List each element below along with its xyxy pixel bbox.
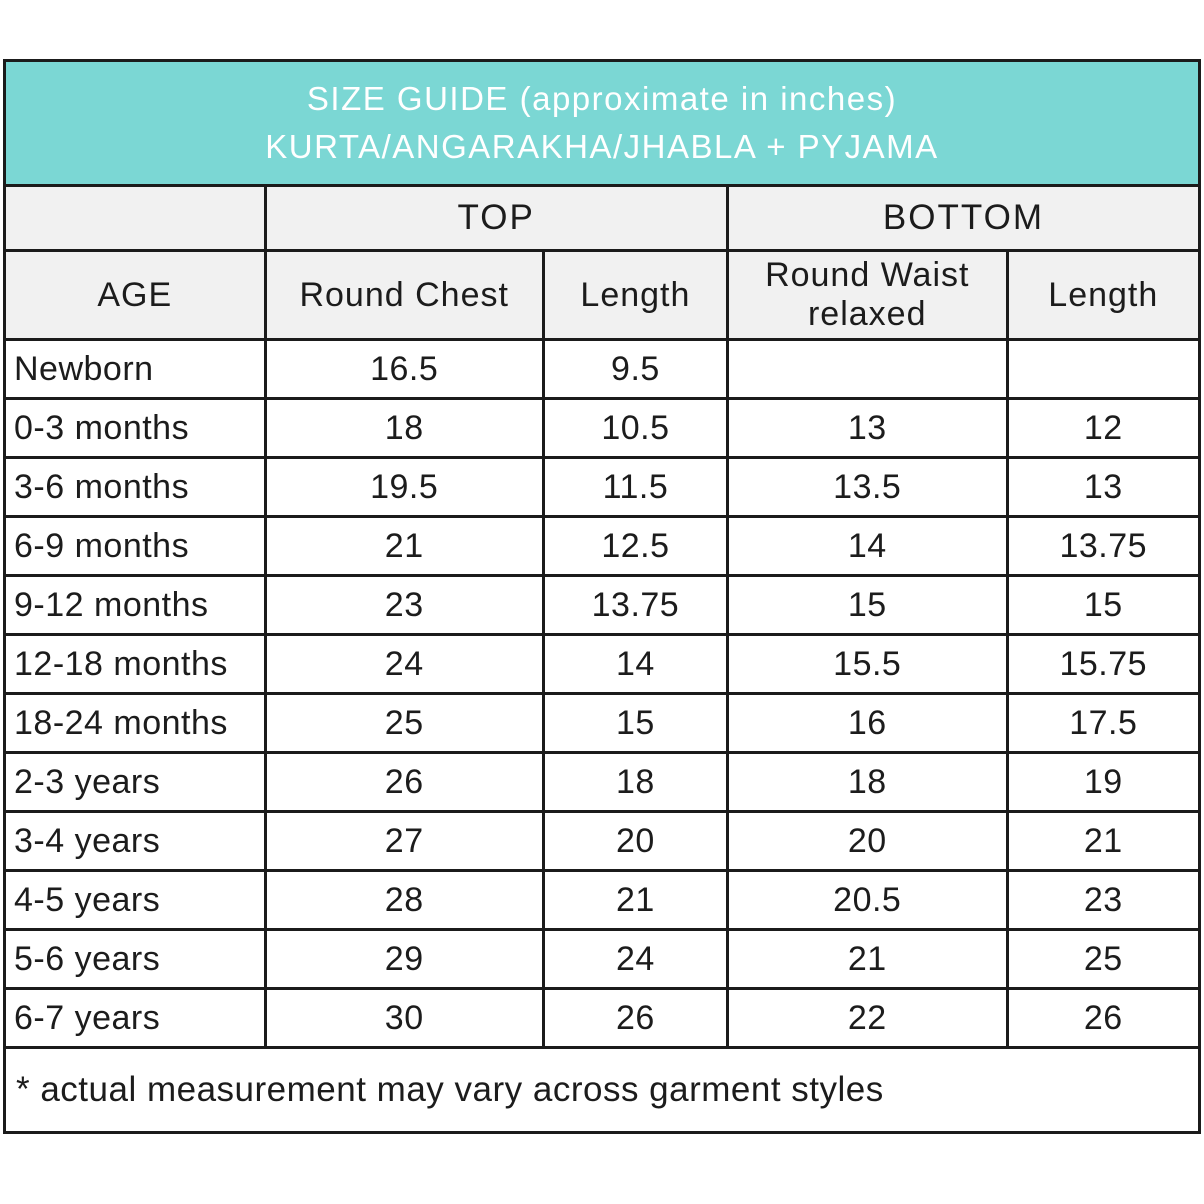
age-cell: 5-6 years (3, 928, 267, 991)
value-cell: 29 (263, 928, 545, 991)
table-row: 6-9 months 21 12.5 14 13.75 (3, 515, 1202, 578)
value-cell: 27 (263, 810, 545, 873)
value-cell: 16.5 (263, 338, 545, 401)
column-header-bottom-length: Length (1005, 248, 1202, 342)
value-cell: 21 (263, 515, 545, 578)
value-cell: 24 (263, 633, 545, 696)
table-title: SIZE GUIDE (approximate in inches) KURTA… (3, 59, 1201, 187)
value-cell: 14 (725, 515, 1009, 578)
column-header-row: AGE Round Chest Length Round Waist relax… (3, 248, 1202, 342)
table-row: 5-6 years 29 24 21 25 (3, 928, 1202, 991)
value-cell: 10.5 (541, 397, 729, 460)
value-cell: 21 (1005, 810, 1202, 873)
value-cell: 23 (1005, 869, 1202, 932)
age-cell: 9-12 months (3, 574, 267, 637)
table-row: 0-3 months 18 10.5 13 12 (3, 397, 1202, 460)
value-cell: 12.5 (541, 515, 729, 578)
group-header-row: TOP BOTTOM (3, 184, 1202, 252)
age-cell: 3-6 months (3, 456, 267, 519)
value-cell: 13 (725, 397, 1009, 460)
value-cell: 28 (263, 869, 545, 932)
table-row: 18-24 months 25 15 16 17.5 (3, 692, 1202, 755)
value-cell: 17.5 (1005, 692, 1202, 755)
table-row: 3-6 months 19.5 11.5 13.5 13 (3, 456, 1202, 519)
value-cell: 22 (725, 987, 1009, 1050)
column-header-round-chest: Round Chest (263, 248, 545, 342)
value-cell: 15 (725, 574, 1009, 637)
age-cell: 2-3 years (3, 751, 267, 814)
value-cell: 19 (1005, 751, 1202, 814)
title-row: SIZE GUIDE (approximate in inches) KURTA… (3, 59, 1201, 187)
age-cell: 4-5 years (3, 869, 267, 932)
value-cell: 20.5 (725, 869, 1009, 932)
value-cell: 19.5 (263, 456, 545, 519)
value-cell: 15 (1005, 574, 1202, 637)
value-cell: 9.5 (541, 338, 729, 401)
value-cell: 13.5 (725, 456, 1009, 519)
table-row: 4-5 years 28 21 20.5 23 (3, 869, 1202, 932)
value-cell: 15.5 (725, 633, 1009, 696)
value-cell: 18 (725, 751, 1009, 814)
age-cell: 12-18 months (3, 633, 267, 696)
age-cell: 6-9 months (3, 515, 267, 578)
footnote: * actual measurement may vary across gar… (3, 1046, 1201, 1135)
age-cell: 0-3 months (3, 397, 267, 460)
age-cell: 6-7 years (3, 987, 267, 1050)
age-cell: 18-24 months (3, 692, 267, 755)
value-cell: 13.75 (1005, 515, 1202, 578)
age-cell: Newborn (3, 338, 267, 401)
value-cell: 18 (263, 397, 545, 460)
value-cell: 26 (263, 751, 545, 814)
column-header-round-waist: Round Waist relaxed (725, 248, 1009, 342)
value-cell: 13.75 (541, 574, 729, 637)
table-row: 9-12 months 23 13.75 15 15 (3, 574, 1202, 637)
value-cell: 15.75 (1005, 633, 1202, 696)
value-cell (1005, 338, 1202, 401)
value-cell: 20 (725, 810, 1009, 873)
group-header-empty (3, 184, 267, 252)
value-cell: 25 (263, 692, 545, 755)
value-cell: 12 (1005, 397, 1202, 460)
title-line-2: KURTA/ANGARAKHA/JHABLA + PYJAMA (265, 128, 939, 165)
table-row: 3-4 years 27 20 20 21 (3, 810, 1202, 873)
value-cell: 26 (1005, 987, 1202, 1050)
column-header-top-length: Length (541, 248, 729, 342)
age-cell: 3-4 years (3, 810, 267, 873)
value-cell (725, 338, 1009, 401)
footnote-row: * actual measurement may vary across gar… (3, 1046, 1201, 1135)
table-row: 12-18 months 24 14 15.5 15.75 (3, 633, 1202, 696)
value-cell: 23 (263, 574, 545, 637)
size-guide-table: SIZE GUIDE (approximate in inches) KURTA… (3, 59, 1202, 1135)
value-cell: 21 (541, 869, 729, 932)
value-cell: 26 (541, 987, 729, 1050)
value-cell: 14 (541, 633, 729, 696)
value-cell: 24 (541, 928, 729, 991)
value-cell: 20 (541, 810, 729, 873)
value-cell: 30 (263, 987, 545, 1050)
title-line-1: SIZE GUIDE (approximate in inches) (306, 80, 898, 118)
value-cell: 15 (541, 692, 729, 755)
table-row: Newborn 16.5 9.5 (3, 338, 1202, 401)
table-row: 6-7 years 30 26 22 26 (3, 987, 1202, 1050)
table-row: 2-3 years 26 18 18 19 (3, 751, 1202, 814)
value-cell: 25 (1005, 928, 1202, 991)
value-cell: 11.5 (541, 456, 729, 519)
column-header-age: AGE (3, 248, 267, 342)
value-cell: 18 (541, 751, 729, 814)
value-cell: 16 (725, 692, 1009, 755)
value-cell: 13 (1005, 456, 1202, 519)
group-header-bottom: BOTTOM (725, 184, 1202, 252)
group-header-top: TOP (263, 184, 729, 252)
value-cell: 21 (725, 928, 1009, 991)
